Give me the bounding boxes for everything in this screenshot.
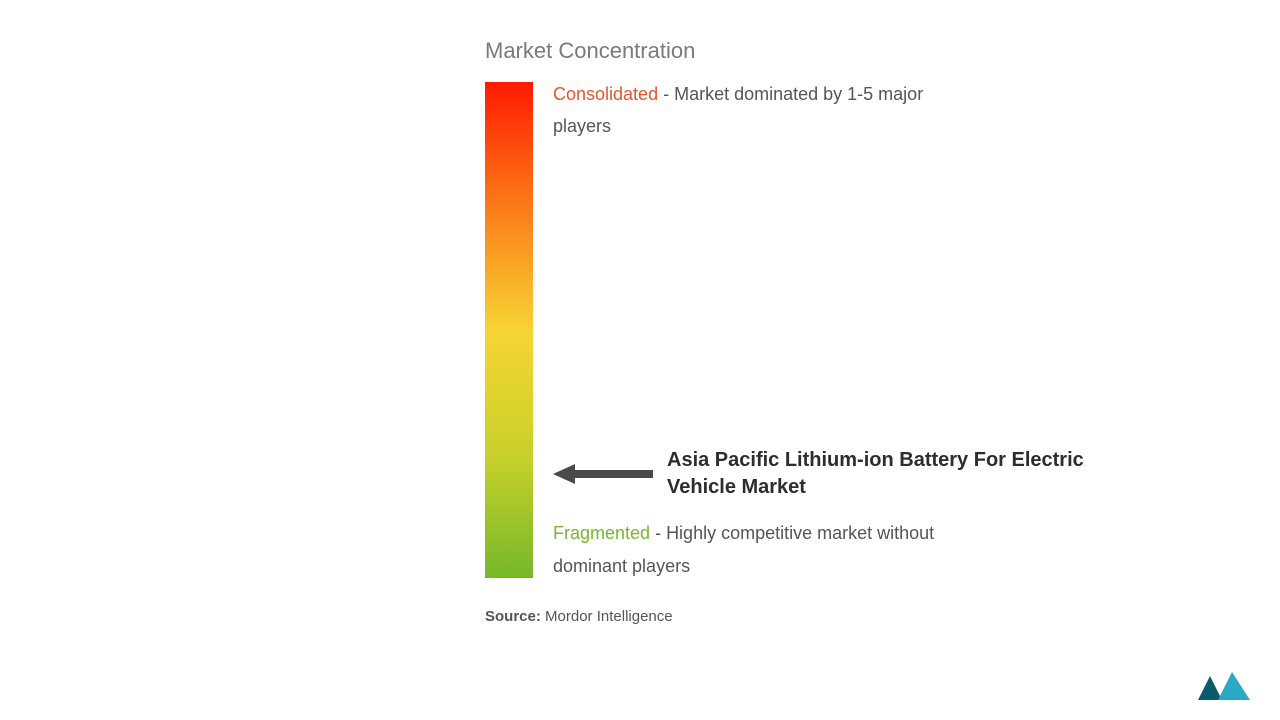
fragmented-keyword: Fragmented bbox=[553, 523, 650, 543]
gradient-bar-wrap bbox=[485, 82, 533, 578]
source-key: Source: bbox=[485, 608, 541, 625]
chart-container: Market Concentration Consolidated - Mark… bbox=[485, 38, 1185, 625]
arrow-left-icon bbox=[553, 464, 653, 484]
fragmented-separator: - bbox=[650, 523, 666, 543]
consolidated-label: Consolidated - Market dominated by 1-5 m… bbox=[553, 78, 973, 143]
gradient-bar bbox=[485, 82, 533, 578]
consolidated-keyword: Consolidated bbox=[553, 84, 658, 104]
labels-column: Consolidated - Market dominated by 1-5 m… bbox=[553, 82, 1185, 578]
chart-title: Market Concentration bbox=[485, 38, 1185, 64]
fragmented-label: Fragmented - Highly competitive market w… bbox=[553, 517, 983, 582]
source-value: Mordor Intelligence bbox=[545, 608, 673, 625]
consolidated-separator: - bbox=[658, 84, 674, 104]
marker-label: Asia Pacific Lithium-ion Battery For Ele… bbox=[667, 447, 1097, 501]
source-line: Source: Mordor Intelligence bbox=[485, 608, 1185, 625]
mordor-logo-icon bbox=[1196, 672, 1252, 702]
position-marker: Asia Pacific Lithium-ion Battery For Ele… bbox=[553, 447, 1097, 501]
chart-row: Consolidated - Market dominated by 1-5 m… bbox=[485, 82, 1185, 578]
